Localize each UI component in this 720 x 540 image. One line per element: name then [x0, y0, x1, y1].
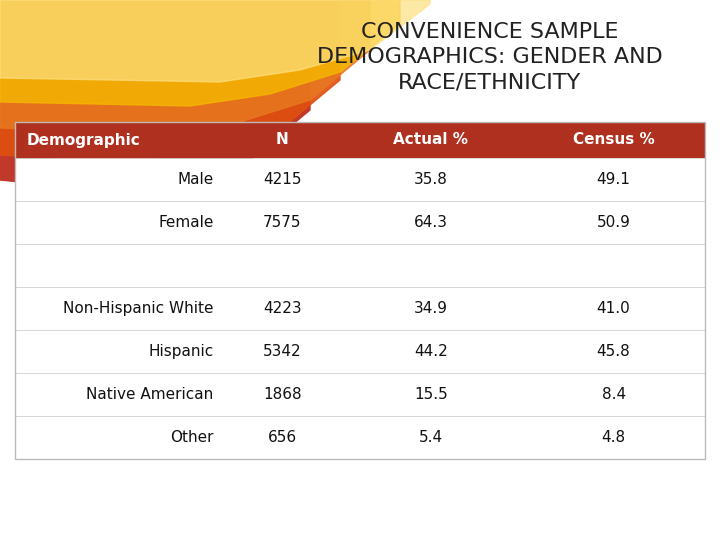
Bar — [15, 330, 705, 373]
Text: 5.4: 5.4 — [418, 430, 443, 445]
Text: 49.1: 49.1 — [597, 172, 631, 187]
Text: 64.3: 64.3 — [414, 215, 448, 230]
Polygon shape — [0, 0, 340, 162]
Bar — [15, 201, 705, 244]
Text: Hispanic: Hispanic — [148, 344, 213, 359]
Text: Census %: Census % — [572, 132, 654, 147]
Text: 7575: 7575 — [263, 215, 302, 230]
Polygon shape — [0, 0, 400, 106]
Text: 4.8: 4.8 — [601, 430, 626, 445]
Bar — [15, 122, 705, 459]
Text: 44.2: 44.2 — [414, 344, 448, 359]
Text: Female: Female — [158, 215, 213, 230]
Text: 15.5: 15.5 — [414, 387, 448, 402]
Bar — [15, 244, 705, 287]
Text: CONVENIENCE SAMPLE: CONVENIENCE SAMPLE — [361, 22, 618, 42]
Polygon shape — [0, 0, 310, 190]
Text: 4223: 4223 — [263, 301, 302, 316]
Text: Male: Male — [177, 172, 213, 187]
Text: 5342: 5342 — [263, 344, 302, 359]
Text: Other: Other — [170, 430, 213, 445]
Text: 1868: 1868 — [263, 387, 302, 402]
Polygon shape — [0, 0, 430, 82]
Polygon shape — [0, 0, 370, 134]
Text: Demographic: Demographic — [27, 132, 140, 147]
Text: DEMOGRAPHICS: GENDER AND: DEMOGRAPHICS: GENDER AND — [317, 47, 663, 67]
Bar — [15, 373, 705, 416]
Text: Native American: Native American — [86, 387, 213, 402]
Text: 35.8: 35.8 — [414, 172, 448, 187]
Text: 656: 656 — [268, 430, 297, 445]
Text: 8.4: 8.4 — [601, 387, 626, 402]
Bar — [15, 416, 705, 459]
Text: 50.9: 50.9 — [597, 215, 631, 230]
Text: N: N — [276, 132, 289, 147]
Bar — [15, 122, 705, 158]
Text: Non-Hispanic White: Non-Hispanic White — [63, 301, 213, 316]
Text: RACE/ETHNICITY: RACE/ETHNICITY — [398, 72, 582, 92]
Text: 41.0: 41.0 — [597, 301, 631, 316]
Text: 4215: 4215 — [263, 172, 302, 187]
Bar — [15, 287, 705, 330]
Text: Actual %: Actual % — [393, 132, 468, 147]
Bar — [15, 158, 705, 201]
Text: 45.8: 45.8 — [597, 344, 631, 359]
Text: 34.9: 34.9 — [414, 301, 448, 316]
